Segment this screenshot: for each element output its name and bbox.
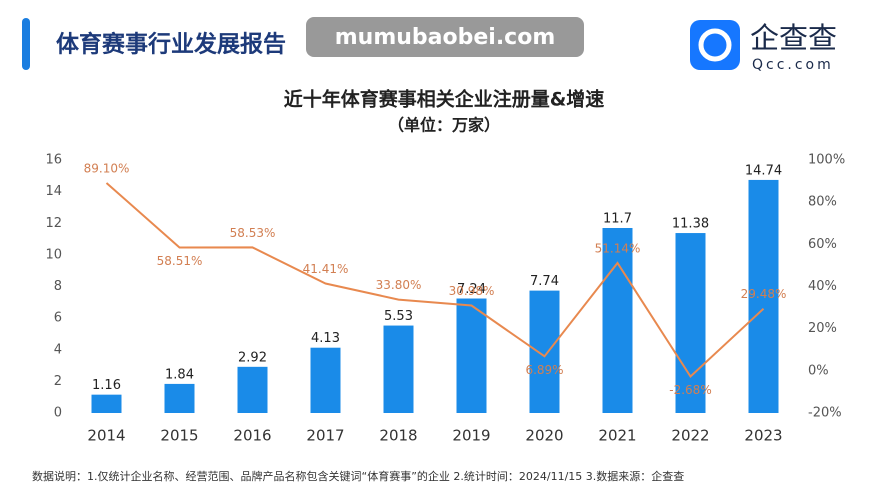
- bar: [383, 325, 414, 413]
- y2-tick-label: 20%: [808, 321, 837, 336]
- bar-value-label: 14.74: [745, 163, 782, 178]
- x-tick-label: 2021: [598, 427, 636, 445]
- bar: [310, 347, 341, 413]
- y-tick-label: 0: [54, 406, 62, 421]
- line-value-label: 58.51%: [157, 254, 203, 268]
- y2-tick-label: -20%: [808, 406, 842, 421]
- logo-icon: [690, 20, 740, 70]
- y2-tick-label: 0%: [808, 363, 829, 378]
- title-accent: [22, 18, 30, 70]
- bar: [529, 290, 560, 413]
- bar-value-label: 4.13: [311, 331, 340, 346]
- footnote: 数据说明：1.仅统计企业名称、经营范围、品牌产品名称包含关键词“体育赛事”的企业…: [32, 469, 684, 483]
- x-tick-label: 2014: [87, 427, 125, 445]
- bar-value-label: 2.92: [238, 350, 267, 365]
- y-tick-label: 6: [54, 311, 62, 326]
- bar: [237, 366, 268, 413]
- bar-value-label: 7.24: [457, 282, 486, 297]
- bar: [675, 233, 706, 413]
- x-tick-label: 2023: [744, 427, 782, 445]
- watermark-box: [306, 17, 584, 57]
- line-value-label: -2.68%: [669, 383, 711, 397]
- bar-value-label: 5.53: [384, 309, 413, 324]
- line-value-label: 30.98%: [449, 284, 495, 298]
- x-tick-label: 2015: [160, 427, 198, 445]
- y-tick-label: 14: [45, 184, 62, 199]
- bar: [456, 298, 487, 413]
- x-tick-label: 2020: [525, 427, 563, 445]
- growth-line: [105, 182, 765, 379]
- bar: [602, 227, 633, 413]
- report-title: 体育赛事行业发展报告: [56, 31, 286, 58]
- x-tick-label: 2022: [671, 427, 709, 445]
- chart-title: 近十年体育赛事相关企业注册量&增速: [284, 88, 605, 111]
- x-tick-label: 2019: [452, 427, 490, 445]
- y-tick-label: 12: [45, 216, 62, 231]
- logo-mark: [698, 28, 732, 62]
- line-value-label: 33.80%: [376, 278, 422, 292]
- bar: [164, 383, 195, 413]
- line-value-label: 41.41%: [303, 262, 349, 276]
- bar-value-label: 1.16: [92, 378, 121, 393]
- y-tick-label: 16: [45, 153, 62, 168]
- line-value-label: 6.89%: [525, 363, 563, 377]
- line-value-label: 58.53%: [230, 226, 276, 240]
- y2-tick-label: 40%: [808, 279, 837, 294]
- x-tick-label: 2016: [233, 427, 271, 445]
- line-value-label: 51.14%: [595, 242, 641, 256]
- logo-text: 企查查: [750, 21, 837, 55]
- y-tick-label: 8: [54, 279, 62, 294]
- y2-tick-label: 60%: [808, 237, 837, 252]
- logo-sub: Qcc.com: [752, 57, 834, 73]
- bar-value-label: 11.7: [603, 211, 632, 226]
- y2-tick-label: 80%: [808, 195, 837, 210]
- watermark: mumubaobei.com: [335, 25, 556, 50]
- line-value-label: 29.48%: [741, 287, 787, 301]
- line-value-label: 89.10%: [84, 161, 130, 175]
- chart-subtitle: （单位：万家）: [388, 116, 500, 135]
- x-tick-label: 2017: [306, 427, 344, 445]
- y-tick-label: 10: [45, 247, 62, 262]
- bar-value-label: 7.74: [530, 274, 559, 289]
- y-tick-label: 4: [54, 342, 62, 357]
- bar-value-label: 1.84: [165, 367, 194, 382]
- bar: [91, 394, 122, 413]
- y-tick-label: 2: [54, 374, 62, 389]
- y2-tick-label: 100%: [808, 153, 845, 168]
- bar-value-label: 11.38: [672, 217, 709, 232]
- bar: [748, 179, 779, 413]
- x-tick-label: 2018: [379, 427, 417, 445]
